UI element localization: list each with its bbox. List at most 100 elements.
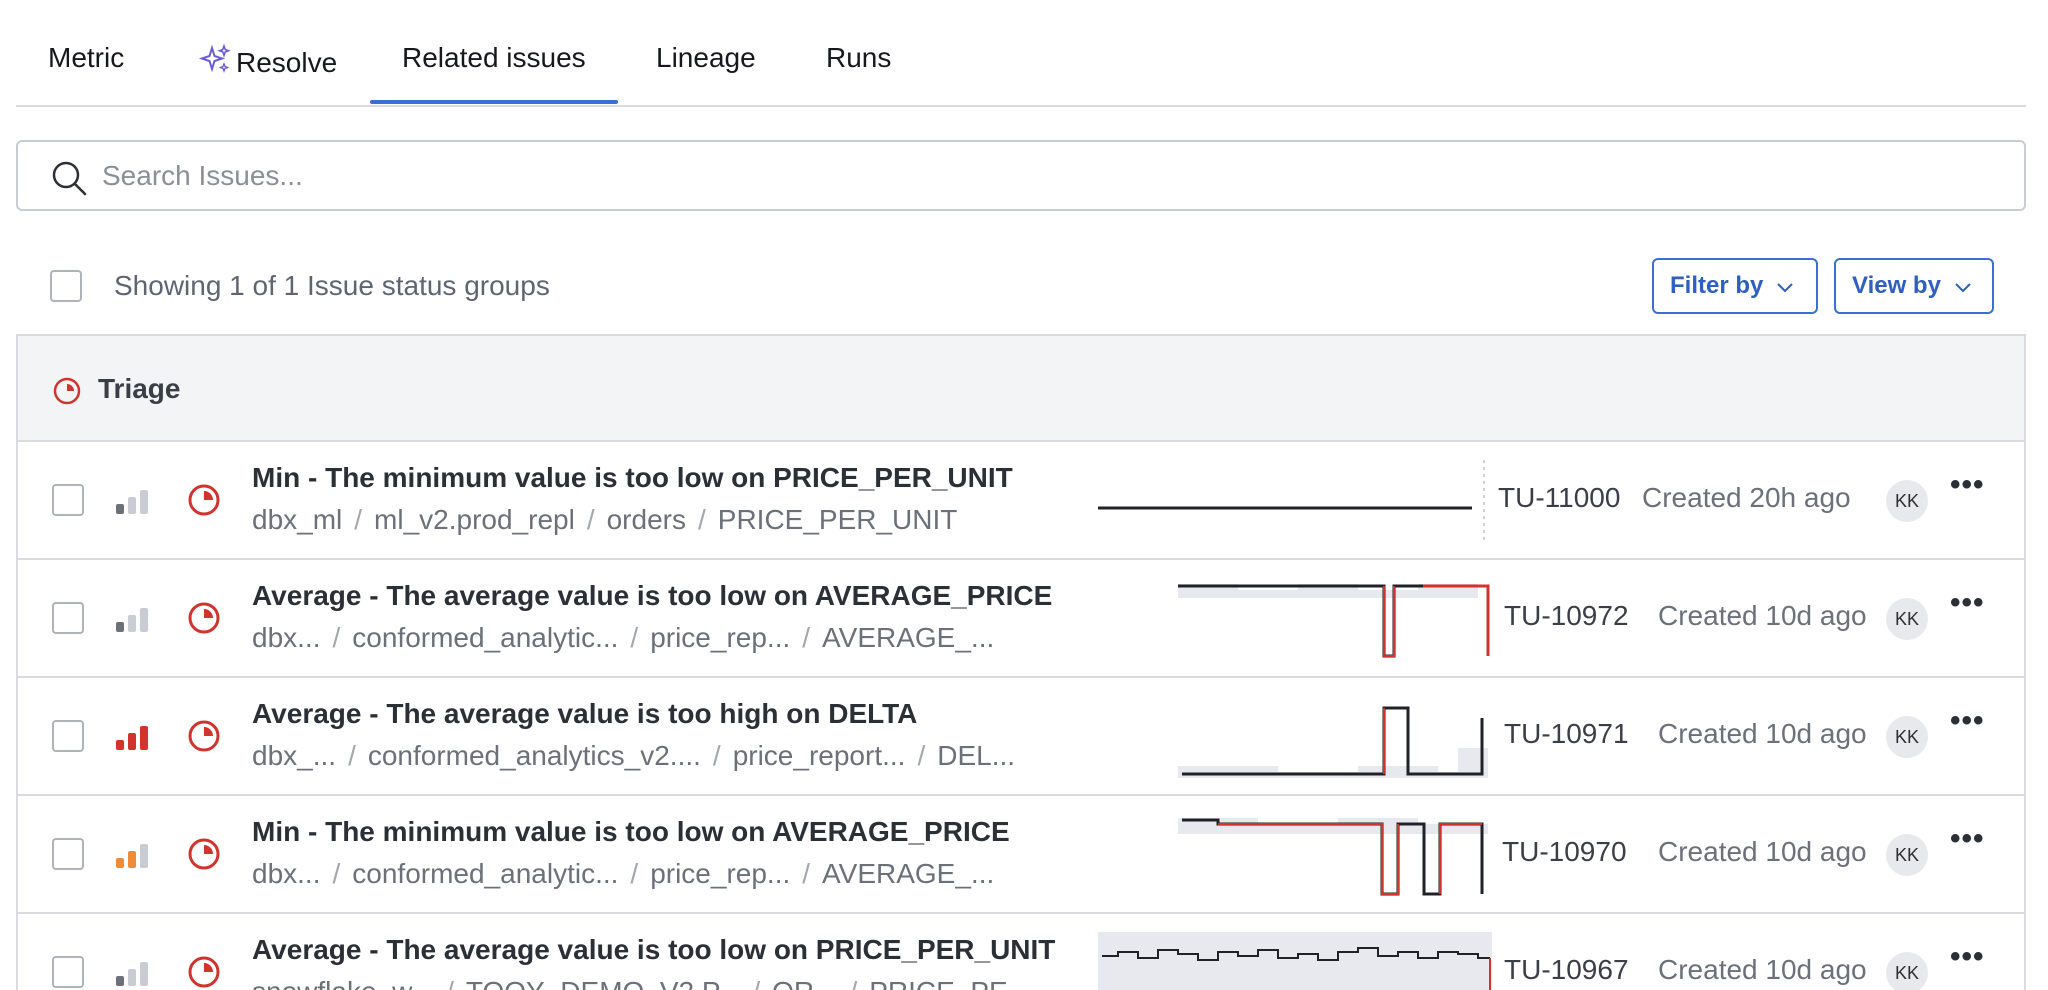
issue-id[interactable]: TU-10967 (1504, 954, 1629, 985)
issue-id[interactable]: TU-10970 (1502, 836, 1627, 867)
triage-status-icon (186, 954, 222, 990)
issue-sparkline (1178, 818, 1488, 896)
tab-lineage[interactable]: Lineage (656, 42, 756, 74)
sparkle-icon (198, 42, 236, 83)
priority-low-icon (114, 486, 150, 521)
path-segment: dbx_ml (252, 504, 343, 535)
path-segment: OR... (772, 976, 837, 990)
priority-low-icon (114, 958, 150, 990)
issue-sparkline (1098, 932, 1492, 990)
tab-related-issues[interactable]: Related issues (370, 42, 618, 104)
path-segment: dbx_... (252, 740, 337, 771)
select-all-checkbox[interactable] (50, 270, 82, 302)
path-segment: dbx... (252, 858, 321, 889)
issue-title: Average - The average value is too high … (252, 698, 918, 729)
assignee-avatar[interactable]: KK (1886, 598, 1928, 640)
issue-path: dbx_... / conformed_analytics_v2.... / price… (252, 740, 1016, 771)
path-segment: dbx... (252, 622, 321, 653)
issue-sparkline (1098, 460, 1485, 544)
path-segment: TOOY_DEMO_V2.P... (466, 976, 740, 990)
issue-sparkline (1178, 706, 1488, 778)
table-row[interactable]: Min - The minimum value is too low on AV… (18, 796, 2024, 914)
triage-status-icon (186, 836, 222, 877)
row-checkbox[interactable] (52, 956, 84, 988)
tab-label: Runs (826, 42, 892, 73)
assignee-avatar[interactable]: KK (1886, 834, 1928, 876)
priority-medium-icon (114, 840, 150, 875)
filter-by-label: Filter by (1670, 272, 1764, 299)
more-options-icon[interactable]: ••• (1950, 822, 1985, 855)
issue-path: snowflake_w.../TOOY_DEMO_V2.P.../OR.../P… (252, 976, 1031, 990)
assignee-avatar[interactable]: KK (1886, 480, 1928, 522)
tab-resolve[interactable]: Resolve (198, 42, 337, 83)
path-segment: PRICE_PE... (869, 976, 1031, 990)
created-time: Created 10d ago (1658, 718, 1867, 749)
assignee-avatar[interactable]: KK (1886, 716, 1928, 758)
created-time: Created 10d ago (1658, 836, 1867, 867)
path-segment: conformed_analytics_v2.... (367, 740, 701, 771)
path-segment: price_rep... (650, 858, 791, 889)
view-by-label: View by (1852, 272, 1941, 299)
issue-id[interactable]: TU-11000 (1498, 482, 1621, 513)
path-segment: conformed_analytic... (352, 858, 619, 889)
path-segment: AVERAGE_... (822, 622, 995, 653)
created-time: Created 20h ago (1642, 482, 1851, 513)
assignee-avatar[interactable]: KK (1886, 952, 1928, 990)
priority-high-icon (114, 722, 150, 757)
filter-by-button[interactable]: Filter by (1652, 258, 1818, 314)
triage-status-icon (186, 718, 222, 759)
path-segment: conformed_analytic... (352, 622, 619, 653)
issue-title: Average - The average value is too low o… (252, 580, 1053, 611)
row-checkbox[interactable] (52, 602, 84, 634)
issue-title: Min - The minimum value is too low on PR… (252, 462, 1013, 493)
tab-label: Lineage (656, 42, 756, 73)
path-segment: AVERAGE_... (822, 858, 995, 889)
issue-title: Average - The average value is too low o… (252, 934, 1056, 965)
tab-bar: Metric Resolve Related issues Lineage Ru… (16, 0, 2026, 107)
group-label: Triage (98, 373, 181, 404)
chevron-down-icon (1955, 272, 1971, 300)
table-row[interactable]: Average - The average value is too low o… (18, 914, 2024, 990)
issue-id[interactable]: TU-10972 (1504, 600, 1629, 631)
path-segment: price_rep... (650, 622, 791, 653)
group-header-triage[interactable]: Triage (18, 336, 2024, 442)
path-segment: orders (606, 504, 686, 535)
table-row[interactable]: Average - The average value is too low o… (18, 560, 2024, 678)
path-segment: DEL... (937, 740, 1016, 771)
tab-label: Resolve (236, 46, 338, 78)
row-checkbox[interactable] (52, 720, 84, 752)
row-checkbox[interactable] (52, 484, 84, 516)
issue-title: Min - The minimum value is too low on AV… (252, 816, 1010, 847)
search-input[interactable] (102, 154, 1982, 198)
issue-path: dbx... / conformed_analytic... / price_rep..… (252, 858, 995, 889)
view-by-button[interactable]: View by (1834, 258, 1994, 314)
results-count: Showing 1 of 1 Issue status groups (114, 270, 550, 301)
more-options-icon[interactable]: ••• (1950, 468, 1985, 501)
chevron-down-icon (1777, 272, 1794, 300)
created-time: Created 10d ago (1658, 954, 1867, 985)
path-segment: ml_v2.prod_repl (374, 504, 575, 535)
tab-metric[interactable]: Metric (48, 42, 124, 74)
issue-id[interactable]: TU-10971 (1504, 718, 1629, 749)
path-segment: PRICE_PER_UNIT (717, 504, 958, 535)
created-time: Created 10d ago (1658, 600, 1867, 631)
table-row[interactable]: Min - The minimum value is too low on PR… (18, 442, 2024, 560)
priority-low-icon (114, 604, 150, 639)
triage-status-icon (186, 482, 222, 523)
path-segment: price_report... (732, 740, 906, 771)
tab-label: Related issues (402, 42, 586, 73)
issue-sparkline (1178, 584, 1490, 658)
more-options-icon[interactable]: ••• (1950, 586, 1985, 619)
more-options-icon[interactable]: ••• (1950, 940, 1985, 973)
issue-list: Triage Min - The minimum value is too lo… (16, 334, 2026, 990)
search-bar (16, 140, 2026, 211)
path-segment: snowflake_w... (252, 976, 434, 990)
issue-path: dbx... / conformed_analytic... / price_rep..… (252, 622, 995, 653)
table-row[interactable]: Average - The average value is too high … (18, 678, 2024, 796)
issue-path: dbx_ml / ml_v2.prod_repl / orders / PRICE_PER_… (252, 504, 958, 535)
tab-runs[interactable]: Runs (826, 42, 891, 74)
triage-status-icon (186, 600, 222, 641)
row-checkbox[interactable] (52, 838, 84, 870)
tab-label: Metric (48, 42, 125, 73)
more-options-icon[interactable]: ••• (1950, 704, 1985, 737)
